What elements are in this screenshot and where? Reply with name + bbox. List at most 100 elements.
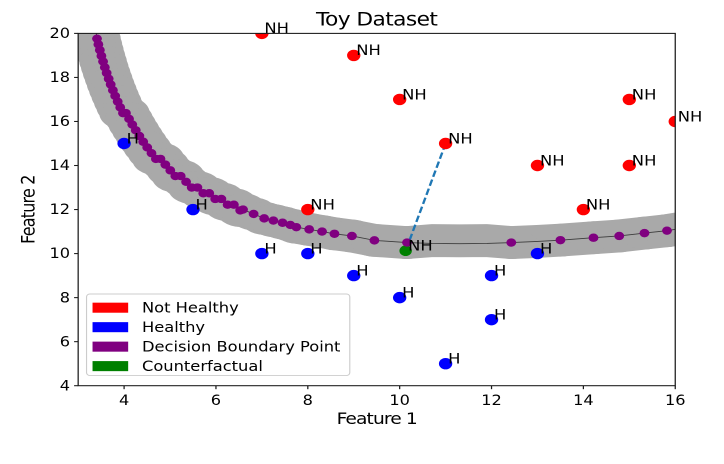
data-point [301, 203, 315, 216]
data-point [438, 357, 453, 370]
point-label: H [356, 263, 368, 280]
data-point [186, 203, 200, 216]
point-label: NH [264, 20, 289, 37]
data-point [216, 194, 227, 204]
y-tick-label: 12 [49, 201, 70, 218]
point-label: H [494, 263, 506, 280]
y-tick-label: 4 [60, 377, 70, 394]
point-label: NH [356, 42, 381, 59]
data-point [506, 238, 517, 247]
data-point [392, 291, 407, 304]
data-point [576, 203, 591, 216]
y-tick-label: 10 [49, 245, 70, 262]
y-tick-label: 14 [49, 157, 70, 174]
point-label: NH [632, 152, 657, 169]
data-point [662, 226, 672, 235]
x-axis-label: Feature 1 [337, 410, 417, 428]
point-label: H [310, 241, 322, 258]
x-tick-label: 4 [119, 392, 129, 409]
legend-label: Counterfactual [142, 358, 263, 375]
legend-label: Not Healthy [142, 300, 239, 317]
data-point [329, 229, 340, 238]
data-point [622, 93, 636, 106]
x-tick-label: 8 [303, 392, 313, 409]
series-decision-boundary-point [92, 34, 672, 247]
data-point [438, 137, 453, 150]
point-label: NH [408, 238, 433, 255]
x-tick-label: 14 [573, 392, 594, 409]
data-point [165, 166, 176, 175]
legend-label: Healthy [142, 319, 205, 336]
legend-swatch-healthy [92, 322, 129, 333]
point-label: NH [678, 108, 703, 125]
point-label: H [127, 130, 139, 147]
data-point [484, 313, 499, 326]
data-point [268, 216, 279, 225]
data-point [484, 269, 499, 282]
data-point [347, 269, 361, 282]
legend: Not Healthy Healthy Decision Boundary Poin… [85, 293, 351, 377]
y-tick-label: 8 [60, 289, 70, 306]
ticks: 4 6 8 10 12 14 16 4 6 8 10 12 14 16 18 20 [49, 25, 685, 409]
series-healthy [117, 137, 545, 370]
data-point [392, 93, 407, 106]
point-label: H [402, 285, 414, 302]
point-label: NH [586, 196, 611, 213]
legend-swatch-not-healthy [92, 302, 129, 313]
x-tick-label: 16 [665, 392, 686, 409]
legend-swatch-counterfactual [92, 361, 129, 372]
data-point [530, 247, 545, 260]
chart-title: Toy Dataset [315, 8, 438, 30]
point-label: NH [310, 196, 335, 213]
data-point [346, 231, 357, 241]
legend-swatch-decision-boundary-point [92, 341, 129, 352]
y-tick-label: 20 [49, 25, 70, 42]
data-point [181, 177, 192, 187]
data-point [639, 228, 650, 238]
data-point [277, 218, 288, 227]
x-tick-label: 12 [481, 392, 502, 409]
data-point [304, 225, 315, 234]
y-tick-label: 6 [60, 333, 70, 350]
data-point [369, 236, 380, 245]
data-point [317, 227, 327, 236]
data-point [622, 159, 636, 172]
data-point [204, 189, 215, 198]
point-label: H [195, 196, 207, 213]
data-point [248, 209, 259, 219]
data-point [347, 49, 361, 62]
data-point [530, 159, 545, 172]
data-point [291, 222, 302, 232]
point-label: H [494, 307, 506, 324]
data-point [588, 233, 599, 242]
data-point [668, 115, 676, 128]
series-not-healthy [255, 33, 676, 216]
data-point [301, 247, 315, 260]
x-tick-label: 6 [211, 392, 221, 409]
data-point [175, 171, 186, 181]
data-point [402, 238, 412, 247]
point-label: H [448, 351, 460, 368]
point-labels: NH NH NH NH NH NH NH NH NH NH H H H H H H H H H H NH [127, 20, 703, 367]
data-point [614, 231, 625, 241]
plot-area [78, 33, 676, 370]
data-point [255, 33, 269, 40]
point-label: NH [540, 152, 565, 169]
legend-label: Decision Boundary Point [142, 339, 341, 356]
point-label: NH [448, 130, 473, 147]
y-tick-label: 16 [49, 113, 70, 130]
data-point [555, 235, 566, 245]
legend-box [85, 293, 351, 377]
data-point [255, 247, 269, 260]
point-label: NH [632, 86, 657, 103]
x-tick-label: 10 [389, 392, 410, 409]
data-point [192, 183, 203, 192]
data-point [117, 137, 131, 150]
point-label: NH [402, 86, 427, 103]
data-point [259, 214, 270, 223]
series-counterfactual [399, 245, 412, 257]
data-point [399, 245, 412, 257]
y-tick-label: 18 [49, 69, 70, 86]
